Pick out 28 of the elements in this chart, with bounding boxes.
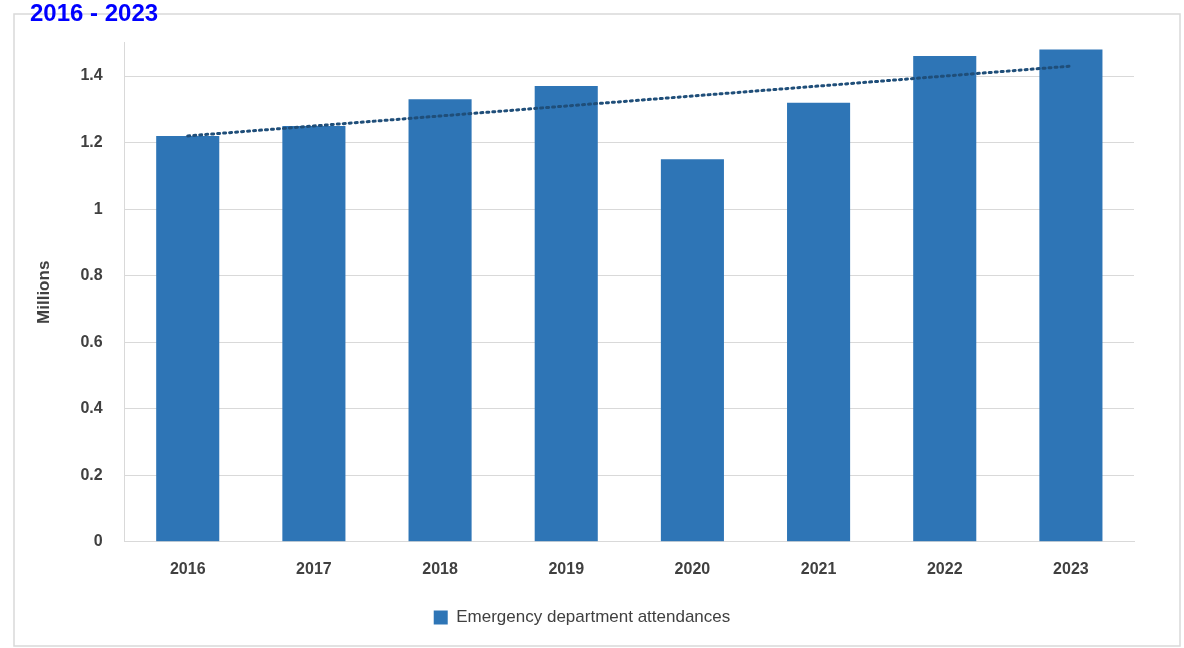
y-tick-label: 0	[93, 532, 103, 550]
x-tick-label: 2022	[926, 559, 963, 577]
chart-title: 2016 - 2023	[30, 0, 159, 27]
y-tick-label: 0.8	[80, 266, 103, 284]
legend-label: Emergency department attendances	[456, 607, 731, 627]
bar	[282, 125, 346, 542]
y-tick-label: 0.2	[80, 465, 103, 483]
bar	[156, 135, 220, 542]
y-tick-label: 1.4	[80, 66, 103, 84]
x-tick-label: 2016	[169, 559, 206, 577]
line-series	[186, 64, 1073, 138]
y-tick-label: 0.6	[80, 332, 103, 350]
bar	[660, 159, 724, 542]
x-tick-label: 2020	[674, 559, 711, 577]
bar	[1039, 49, 1103, 542]
x-tick-label: 2017	[296, 559, 332, 577]
x-tick-label: 2023	[1053, 559, 1089, 577]
bar	[534, 86, 598, 542]
y-tick-label: 0.4	[80, 399, 103, 417]
bar	[408, 99, 472, 542]
x-tick-label: 2019	[548, 559, 585, 577]
y-axis-title: Millions	[33, 260, 53, 324]
bar	[787, 102, 851, 542]
x-tick-label: 2018	[422, 559, 458, 577]
y-tick-label: 1.2	[80, 133, 103, 151]
y-tick-label: 1	[93, 199, 103, 217]
bar	[913, 56, 977, 542]
x-tick-label: 2021	[800, 559, 837, 577]
